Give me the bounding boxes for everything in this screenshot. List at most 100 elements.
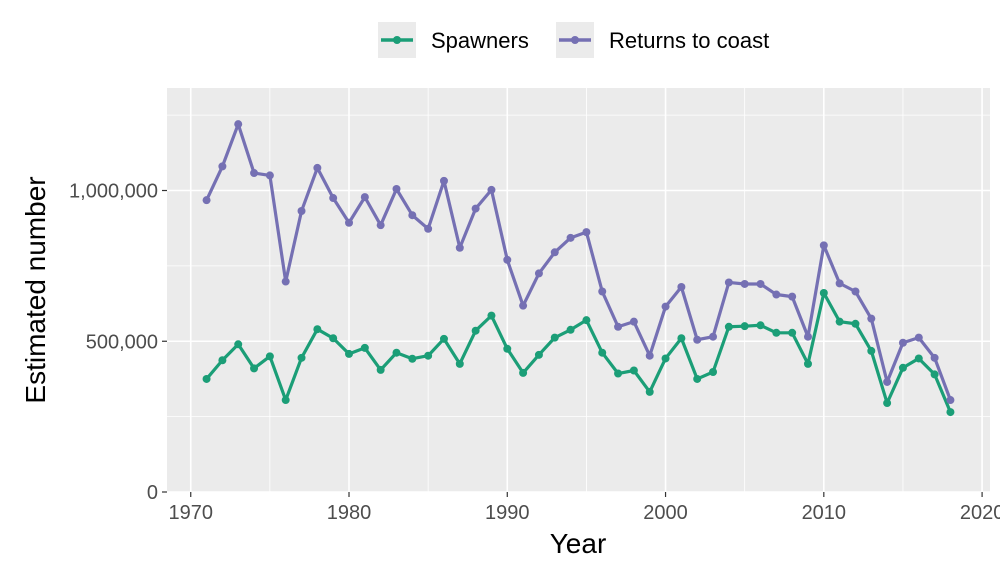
data-point-returns-to-coast [614,322,623,331]
data-point-returns-to-coast [234,120,243,129]
data-point-spawners [408,354,417,363]
y-tick-label: 500,000 [86,331,158,353]
data-point-spawners [392,348,401,357]
data-point-returns-to-coast [519,301,528,310]
data-point-returns-to-coast [661,302,670,311]
data-point-returns-to-coast [566,233,575,242]
data-point-returns-to-coast [408,211,417,220]
data-point-spawners [234,340,243,349]
x-tick-label: 2020 [960,502,1000,524]
data-point-spawners [250,364,259,373]
data-point-spawners [439,334,448,343]
data-point-returns-to-coast [550,248,559,257]
data-point-spawners [614,369,623,378]
x-tick-label: 2010 [802,502,847,524]
data-point-spawners [376,365,385,374]
data-point-spawners [550,333,559,342]
data-point-returns-to-coast [740,279,749,288]
data-point-returns-to-coast [392,185,401,193]
data-point-returns-to-coast [851,287,860,296]
data-point-spawners [693,374,702,383]
data-point-returns-to-coast [218,162,227,171]
data-point-returns-to-coast [803,332,812,341]
data-point-spawners [313,325,322,334]
y-tick-label: 0 [147,482,158,504]
data-point-spawners [582,316,591,325]
data-point-spawners [265,352,274,361]
y-tick-label: 1,000,000 [69,181,158,203]
data-point-spawners [345,349,354,358]
data-point-returns-to-coast [455,243,464,252]
data-point-returns-to-coast [819,241,828,250]
gridlines [167,88,990,493]
data-point-returns-to-coast [281,277,290,286]
legend-label-returns: Returns to coast [609,28,769,53]
data-point-spawners [661,354,670,363]
data-point-spawners [202,374,211,383]
data-point-spawners [487,311,496,320]
data-point-returns-to-coast [345,218,354,227]
data-point-returns-to-coast [724,278,733,287]
data-point-spawners [598,348,607,357]
data-point-returns-to-coast [250,169,259,178]
legend-point-returns [571,36,579,44]
series-line-returns-to-coast [204,122,953,402]
data-point-returns-to-coast [898,338,907,347]
data-point-returns-to-coast [360,193,369,202]
data-point-spawners [914,354,923,363]
data-point-returns-to-coast [424,224,433,233]
data-point-spawners [772,328,781,337]
data-point-spawners [519,368,528,377]
data-point-spawners [455,359,464,368]
data-point-returns-to-coast [582,228,591,237]
data-point-returns-to-coast [598,287,607,296]
data-point-spawners [566,325,575,334]
data-point-returns-to-coast [645,351,654,360]
data-point-returns-to-coast [202,196,211,205]
data-point-spawners [471,326,480,335]
data-point-returns-to-coast [709,332,718,341]
legend-point-spawners [393,36,401,44]
data-point-spawners [645,387,654,396]
legend-label-spawners: Spawners [431,28,529,53]
data-point-returns-to-coast [788,292,797,301]
data-point-returns-to-coast [867,314,876,323]
data-point-returns-to-coast [329,194,338,203]
plot-panel [167,88,990,492]
data-point-spawners [724,322,733,331]
data-point-spawners [629,366,638,375]
data-point-returns-to-coast [693,335,702,344]
data-point-returns-to-coast [629,317,638,326]
x-axis-title: Year [550,528,607,559]
series-layer [202,120,955,417]
data-point-returns-to-coast [297,207,306,216]
data-point-returns-to-coast [930,353,939,362]
data-point-spawners [218,356,227,365]
data-point-returns-to-coast [534,269,543,278]
data-point-returns-to-coast [503,255,512,264]
data-point-returns-to-coast [946,396,955,405]
data-point-returns-to-coast [883,377,892,386]
data-point-spawners [709,368,718,377]
data-point-returns-to-coast [487,185,496,194]
x-tick-label: 1990 [485,502,530,524]
data-point-spawners [740,322,749,331]
data-point-spawners [835,317,844,326]
data-point-spawners [503,344,512,353]
data-point-returns-to-coast [471,204,480,213]
data-point-returns-to-coast [376,221,385,230]
data-point-spawners [534,350,543,359]
data-point-returns-to-coast [265,171,274,180]
data-point-returns-to-coast [772,290,781,299]
axes: 1970 1980 1990 2000 2010 2020 0 500,000 1,000,00… [69,181,1000,524]
data-point-spawners [756,321,765,330]
data-point-spawners [424,351,433,360]
data-point-spawners [281,396,290,405]
x-tick-label: 1980 [327,502,372,524]
data-point-spawners [677,334,686,343]
data-point-spawners [930,370,939,379]
data-point-spawners [360,343,369,352]
data-point-spawners [851,319,860,328]
data-point-returns-to-coast [677,282,686,291]
